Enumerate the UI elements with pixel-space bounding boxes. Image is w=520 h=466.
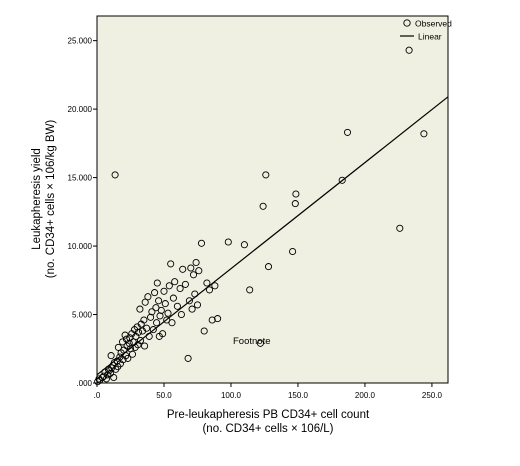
data-point — [160, 287, 168, 295]
x-tick-label: 250.0 — [422, 391, 443, 400]
data-point — [192, 258, 200, 267]
data-point — [292, 190, 300, 198]
data-point — [246, 286, 254, 294]
data-point — [179, 265, 187, 273]
x-axis-title-line1: Pre-leukapheresis PB CD34+ cell count — [167, 409, 370, 421]
data-point — [173, 302, 181, 310]
data-point — [149, 326, 157, 334]
data-point — [155, 297, 163, 305]
x-tick-label: 150.0 — [288, 391, 309, 400]
data-point — [185, 297, 193, 305]
legend-linear-label: Linear — [418, 32, 442, 42]
data-point — [107, 352, 115, 360]
y-tick-label: .000 — [76, 379, 92, 388]
data-point — [128, 350, 137, 358]
data-point — [148, 308, 156, 316]
data-point — [167, 260, 175, 268]
y-axis: .000 5.000 10.000 15.000 20.000 25.000 — [68, 37, 97, 388]
data-point — [240, 241, 248, 249]
data-point — [195, 267, 203, 275]
data-point — [405, 46, 413, 54]
y-axis-title-line2: (no. CD34+ cells × 106/kg BW) — [45, 120, 57, 279]
x-tick-label: 100.0 — [221, 391, 242, 400]
data-point — [289, 247, 297, 256]
data-point — [338, 176, 346, 184]
linear-fit-line — [96, 96, 449, 376]
data-point — [187, 264, 195, 272]
data-point — [211, 282, 219, 290]
x-axis-title-line2: (no. CD34+ cells × 106/L) — [202, 423, 333, 435]
legend-observed-label: Observed — [415, 19, 452, 29]
data-point — [144, 293, 152, 301]
legend-observed-marker — [403, 19, 411, 27]
data-point — [141, 342, 149, 350]
y-tick-label: 10.000 — [68, 242, 93, 251]
legend: Observed Linear — [400, 19, 452, 42]
data-point — [169, 294, 177, 302]
data-point — [168, 319, 176, 327]
x-tick-label: 50.0 — [156, 391, 172, 400]
footnote-annotation: Footnote — [233, 336, 271, 347]
data-point — [264, 263, 273, 271]
data-point — [189, 271, 198, 279]
x-tick-label: .0 — [94, 391, 101, 400]
data-point — [111, 171, 119, 179]
data-point — [184, 354, 192, 362]
observed-points — [94, 46, 428, 386]
data-point — [140, 316, 148, 324]
data-point — [159, 330, 167, 338]
data-point — [153, 319, 161, 327]
data-point — [143, 324, 151, 332]
y-tick-label: 20.000 — [68, 105, 93, 114]
data-point — [136, 305, 144, 313]
data-point — [165, 282, 173, 290]
data-point — [197, 239, 206, 247]
data-point — [259, 202, 267, 210]
data-point — [124, 354, 132, 362]
data-point — [200, 327, 208, 335]
data-point — [224, 238, 232, 246]
data-point — [420, 130, 428, 138]
data-point — [181, 280, 189, 288]
data-point — [208, 316, 216, 324]
data-point — [151, 289, 159, 297]
data-point — [156, 312, 164, 320]
data-point — [193, 301, 202, 309]
data-point — [176, 284, 184, 293]
y-tick-label: 5.000 — [72, 311, 93, 320]
plot-area — [96, 15, 449, 384]
y-axis-title-line1: Leukapheresis yield — [31, 148, 43, 250]
y-tick-label: 25.000 — [68, 37, 93, 46]
data-point — [396, 224, 404, 232]
data-point — [161, 300, 169, 308]
data-point — [102, 375, 110, 383]
data-point — [147, 313, 155, 321]
data-point — [141, 298, 149, 306]
y-tick-label: 15.000 — [68, 174, 93, 183]
data-point — [343, 128, 352, 136]
data-point — [134, 328, 143, 336]
x-axis: .0 50.0 100.0 150.0 200.0 250.0 — [94, 383, 443, 400]
data-point — [125, 339, 133, 347]
data-point — [256, 339, 264, 347]
data-point — [291, 200, 299, 208]
data-point — [145, 332, 153, 340]
data-point — [191, 290, 199, 298]
data-point — [214, 315, 222, 323]
data-point — [110, 373, 118, 382]
data-point — [177, 310, 185, 319]
data-point — [153, 279, 161, 287]
data-point — [203, 279, 211, 287]
data-point — [157, 306, 165, 314]
data-point — [164, 309, 172, 317]
data-point — [171, 278, 179, 286]
data-point — [188, 305, 196, 313]
data-point — [205, 286, 214, 294]
x-tick-label: 200.0 — [355, 391, 376, 400]
data-point — [262, 171, 270, 179]
data-point — [136, 336, 145, 345]
